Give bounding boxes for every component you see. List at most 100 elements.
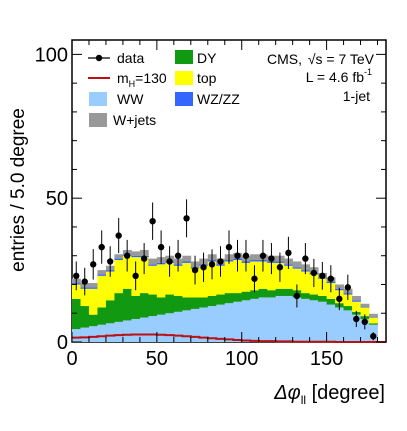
bar-top-bin-26 (292, 268, 302, 291)
data-point-7 (132, 272, 139, 280)
bar-top-bin-19 (233, 260, 243, 294)
bar-dy-bin-8 (139, 293, 149, 318)
bar-ww-bin-11 (165, 313, 175, 342)
data-point-34 (361, 318, 368, 326)
legend-higgs-label: mH=130 (117, 70, 167, 89)
bar-wzzz-bin-33 (352, 300, 361, 302)
bar-dy-bin-14 (190, 297, 200, 309)
bar-top-bin-35 (369, 317, 378, 324)
bar-wjets-bin-5 (114, 254, 124, 259)
luminosity-label: L = 4.6 fb (306, 69, 364, 85)
data-points (73, 199, 377, 341)
bar-top-bin-18 (224, 261, 234, 294)
bar-dy-bin-17 (216, 294, 226, 305)
data-point-8 (140, 255, 148, 262)
legend-entry-top: top (175, 70, 217, 86)
axis-ticks: 0 50 100 150 0 50 100 (35, 40, 386, 370)
data-point-31 (336, 295, 343, 303)
bar-top-bin-6 (122, 255, 132, 289)
bar-wzzz-bin-21 (250, 260, 260, 262)
bar-ww-bin-4 (105, 323, 115, 342)
bar-wjets-bin-3 (97, 270, 107, 275)
data-point-0 (73, 272, 80, 280)
bar-top-bin-32 (343, 294, 353, 307)
bar-ww-bin-9 (148, 316, 158, 342)
bar-wjets-bin-26 (292, 261, 302, 268)
data-point-24 (276, 264, 284, 271)
x-tick-label-1: 50 (146, 348, 168, 370)
bar-top-bin-3 (97, 275, 107, 308)
data-point-14 (191, 266, 199, 274)
bar-dy-bin-19 (233, 293, 243, 302)
data-point-1 (81, 278, 88, 285)
bar-wjets-bin-35 (369, 313, 378, 317)
bar-dy-bin-28 (309, 294, 319, 301)
data-point-27 (302, 255, 309, 262)
data-point-32 (344, 284, 352, 291)
bar-top-bin-34 (360, 307, 370, 317)
bar-ww-bin-28 (309, 300, 319, 342)
bar-top-bin-20 (241, 262, 251, 292)
bar-ww-bin-10 (156, 314, 166, 342)
bar-ww-bin-24 (275, 295, 285, 342)
bar-ww-bin-27 (301, 298, 311, 342)
bar-top-bin-22 (258, 261, 268, 289)
bar-wjets-bin-9 (148, 258, 158, 265)
bar-dy-bin-24 (275, 288, 285, 296)
bar-dy-bin-11 (165, 294, 175, 314)
bar-ww-bin-25 (284, 295, 294, 342)
data-point-29 (319, 272, 326, 280)
data-point-12 (174, 252, 182, 259)
bar-ww-bin-3 (97, 324, 107, 342)
cms-label: CMS, (267, 51, 302, 67)
data-point-28 (310, 269, 318, 277)
data-point-25 (285, 249, 292, 257)
bar-dy-bin-21 (250, 290, 260, 299)
bar-top-bin-8 (139, 257, 149, 294)
legend-wjets-label: W+jets (113, 112, 156, 128)
data-point-18 (225, 243, 233, 251)
data-point-30 (327, 275, 335, 282)
bar-dy-bin-32 (343, 306, 353, 311)
bar-top-bin-17 (216, 265, 226, 295)
bar-ww-bin-19 (233, 301, 243, 342)
legend-dy-swatch (175, 50, 193, 64)
bar-ww-bin-16 (207, 306, 217, 342)
data-point-22 (259, 252, 267, 259)
legend-top-swatch (175, 71, 193, 85)
bar-top-bin-11 (165, 262, 175, 295)
data-point-19 (234, 252, 241, 259)
bar-dy-bin-30 (326, 298, 336, 305)
cms-annotation: CMS, √s = 7 TeV L = 4.6 fb -1 1-jet (267, 51, 375, 104)
bar-wzzz-bin-2 (88, 287, 98, 289)
bar-ww-bin-0 (72, 329, 81, 342)
bar-wzzz-bin-3 (97, 274, 107, 276)
data-point-11 (166, 258, 173, 265)
luminosity-exponent: -1 (364, 67, 372, 77)
legend-wzzz-label: WZ/ZZ (197, 91, 240, 107)
bar-top-bin-9 (148, 265, 158, 295)
data-point-35 (370, 333, 377, 340)
bar-wjets-bin-2 (88, 283, 98, 288)
sqrt-s-label: √s = 7 TeV (308, 51, 375, 67)
bar-ww-bin-14 (190, 308, 200, 342)
bar-top-bin-5 (114, 260, 124, 294)
data-point-21 (251, 275, 258, 282)
bar-wzzz-bin-9 (148, 264, 158, 266)
bar-dy-bin-0 (72, 298, 81, 330)
bar-dy-bin-23 (267, 290, 277, 298)
data-point-16 (208, 261, 216, 268)
bar-ww-bin-22 (258, 297, 268, 342)
legend-ww-label: WW (117, 91, 144, 107)
bar-dy-bin-13 (182, 297, 192, 311)
bar-ww-bin-30 (326, 304, 336, 342)
bar-dy-bin-9 (148, 294, 158, 317)
bar-wjets-bin-34 (360, 303, 370, 307)
legend-dy-label: DY (197, 50, 217, 66)
bar-top-bin-2 (88, 288, 98, 315)
bar-top-bin-0 (72, 284, 81, 299)
bar-ww-bin-8 (139, 317, 149, 342)
bar-dy-bin-27 (301, 293, 311, 299)
bar-dy-bin-6 (122, 288, 132, 321)
